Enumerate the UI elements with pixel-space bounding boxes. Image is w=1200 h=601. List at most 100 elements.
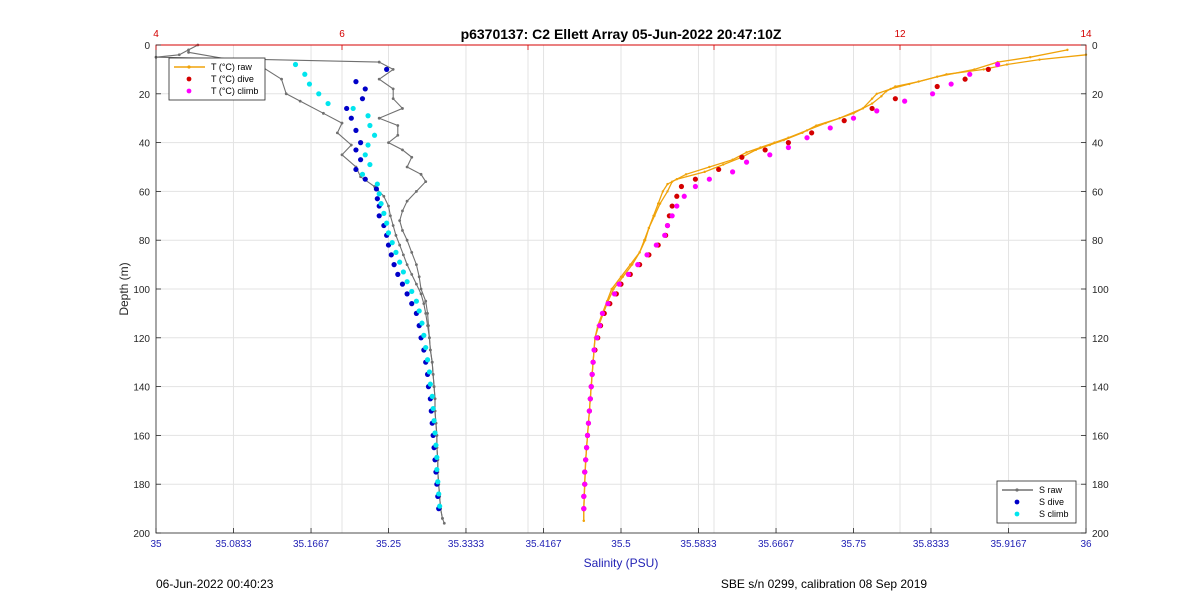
series-point [430, 405, 436, 412]
series-point [405, 238, 409, 242]
series-point [431, 373, 435, 376]
series-point [367, 122, 373, 129]
series-point [398, 243, 402, 247]
y-axis-label: Depth (m) [117, 262, 131, 315]
y-right-tick-label: 200 [1092, 529, 1109, 540]
series-point [401, 107, 404, 110]
series-point [391, 224, 395, 227]
series-point [432, 430, 438, 436]
series-point [657, 202, 660, 205]
x-bottom-tick-label: 35.3333 [448, 539, 485, 550]
series-point [410, 155, 414, 159]
series-point [662, 232, 668, 238]
series-point [385, 230, 392, 236]
series-point [381, 210, 387, 216]
series-point [424, 180, 428, 184]
series-point [391, 68, 395, 71]
series-point [902, 98, 908, 104]
series-point [809, 130, 815, 136]
series-point [917, 80, 920, 83]
y-right-tick-label: 100 [1092, 285, 1109, 296]
x-top-tick-label: 12 [894, 29, 906, 40]
series-point [177, 53, 181, 57]
series-point [376, 213, 382, 219]
series-point [358, 157, 364, 163]
x-bottom-tick-label: 35.4167 [525, 539, 562, 550]
series-point [743, 159, 750, 165]
legend-salinity: S raw S dive S climb [996, 480, 1077, 524]
series-point [824, 121, 827, 125]
y-left-tick-label: 40 [139, 139, 151, 150]
y-right-tick-label: 20 [1092, 90, 1104, 101]
series-point [589, 371, 595, 377]
legend-marker-swatch [1014, 511, 1020, 517]
series-point [730, 169, 736, 175]
series-point [353, 166, 359, 173]
series-point [344, 105, 350, 112]
legend-marker-swatch [186, 76, 192, 82]
series-point [187, 48, 190, 52]
series-point [436, 491, 442, 497]
series-point [982, 68, 985, 71]
series-point [415, 282, 418, 286]
series-point [945, 73, 948, 76]
series-point [635, 262, 641, 268]
series-point [421, 332, 427, 338]
series-point [391, 97, 395, 101]
series-point [827, 125, 833, 131]
x-bottom-tick-label: 35.5 [611, 539, 631, 550]
x-bottom-tick-label: 35.25 [376, 539, 401, 550]
series-line [583, 54, 1087, 521]
series-point [353, 147, 359, 153]
series-point [594, 335, 600, 341]
legend-entry-label: S climb [1039, 509, 1069, 519]
x-axis-label: Salinity (PSU) [584, 556, 659, 570]
series-point [995, 61, 1001, 68]
series-point [280, 77, 283, 81]
series-point [585, 420, 592, 426]
series-s-raw [187, 50, 444, 520]
x-bottom-tick-label: 36 [1080, 539, 1092, 550]
x-top-tick-label: 4 [153, 29, 159, 40]
series-point [653, 242, 659, 248]
series-point [767, 152, 773, 158]
series-point [385, 242, 392, 248]
x-bottom-tick-label: 35.75 [841, 539, 866, 550]
series-point [387, 141, 390, 145]
series-point [850, 115, 857, 121]
series-point [785, 140, 792, 146]
series-point [948, 81, 954, 87]
series-point [427, 381, 433, 387]
series-point [582, 481, 588, 487]
series-point [437, 503, 443, 509]
series-point [187, 50, 190, 54]
series-point [666, 190, 669, 193]
y-right-tick-label: 0 [1092, 41, 1098, 52]
series-point [415, 263, 418, 266]
x-bottom-tick-label: 35.8333 [913, 539, 950, 550]
x-bottom-tick-label: 35.9167 [990, 539, 1027, 550]
series-point [367, 161, 373, 168]
series-point [413, 298, 419, 304]
axes-ticks: 35 35.0833 35.1667 35.25 35.3333 35.4167 35.5 3… [133, 29, 1109, 550]
series-point [583, 457, 589, 463]
series-point [773, 141, 776, 144]
series-point [404, 279, 410, 285]
series-point [582, 469, 588, 475]
series-point [892, 96, 898, 102]
series-point [377, 60, 381, 64]
series-point [605, 301, 611, 307]
series-point [422, 302, 426, 306]
series-point [610, 287, 613, 291]
series-point [391, 87, 395, 91]
series-point [612, 287, 615, 291]
series-point [661, 190, 665, 193]
series-point [374, 196, 380, 202]
series-point [377, 77, 381, 81]
series-point [759, 146, 762, 149]
y-left-tick-label: 0 [144, 41, 150, 52]
series-point [424, 357, 431, 363]
series-point [348, 115, 354, 121]
series-point [874, 108, 880, 114]
series-point [653, 214, 656, 217]
